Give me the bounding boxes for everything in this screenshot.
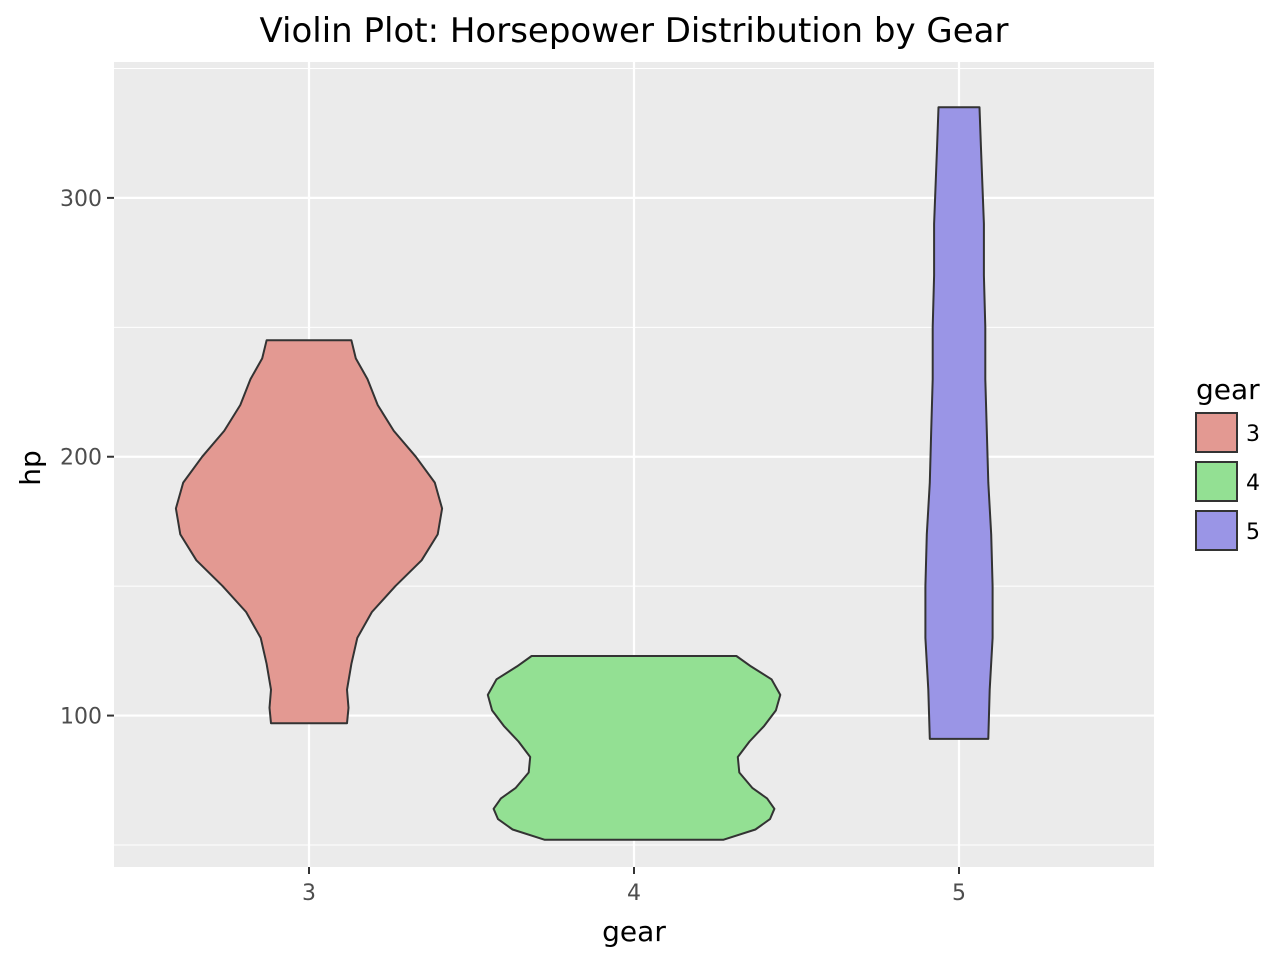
y-tick-label: 300	[60, 187, 102, 212]
legend-title: gear	[1196, 373, 1260, 406]
y-tick-label: 100	[60, 705, 102, 730]
violin-gear-4	[486, 655, 782, 841]
x-axis: 3 4 5	[302, 867, 966, 906]
violins	[174, 106, 994, 841]
y-axis: 100 200 300	[60, 187, 114, 730]
x-tick-label: 5	[952, 881, 966, 906]
y-axis-title: hp	[14, 450, 47, 486]
x-tick-label: 4	[627, 881, 641, 906]
legend-key-3	[1195, 412, 1238, 453]
violin-gear-5	[924, 106, 994, 740]
legend-key-5	[1195, 510, 1238, 551]
legend-label: 5	[1246, 520, 1260, 545]
violin-gear-3	[174, 339, 444, 725]
legend-label: 3	[1246, 422, 1260, 447]
chart-title: Violin Plot: Horsepower Distribution by …	[260, 11, 1009, 51]
x-tick-label: 3	[302, 881, 316, 906]
legend-label: 4	[1246, 471, 1260, 496]
y-tick-label: 200	[60, 446, 102, 471]
legend: gear 3 4 5	[1195, 373, 1260, 551]
legend-key-4	[1195, 461, 1238, 502]
x-axis-title: gear	[602, 915, 666, 948]
